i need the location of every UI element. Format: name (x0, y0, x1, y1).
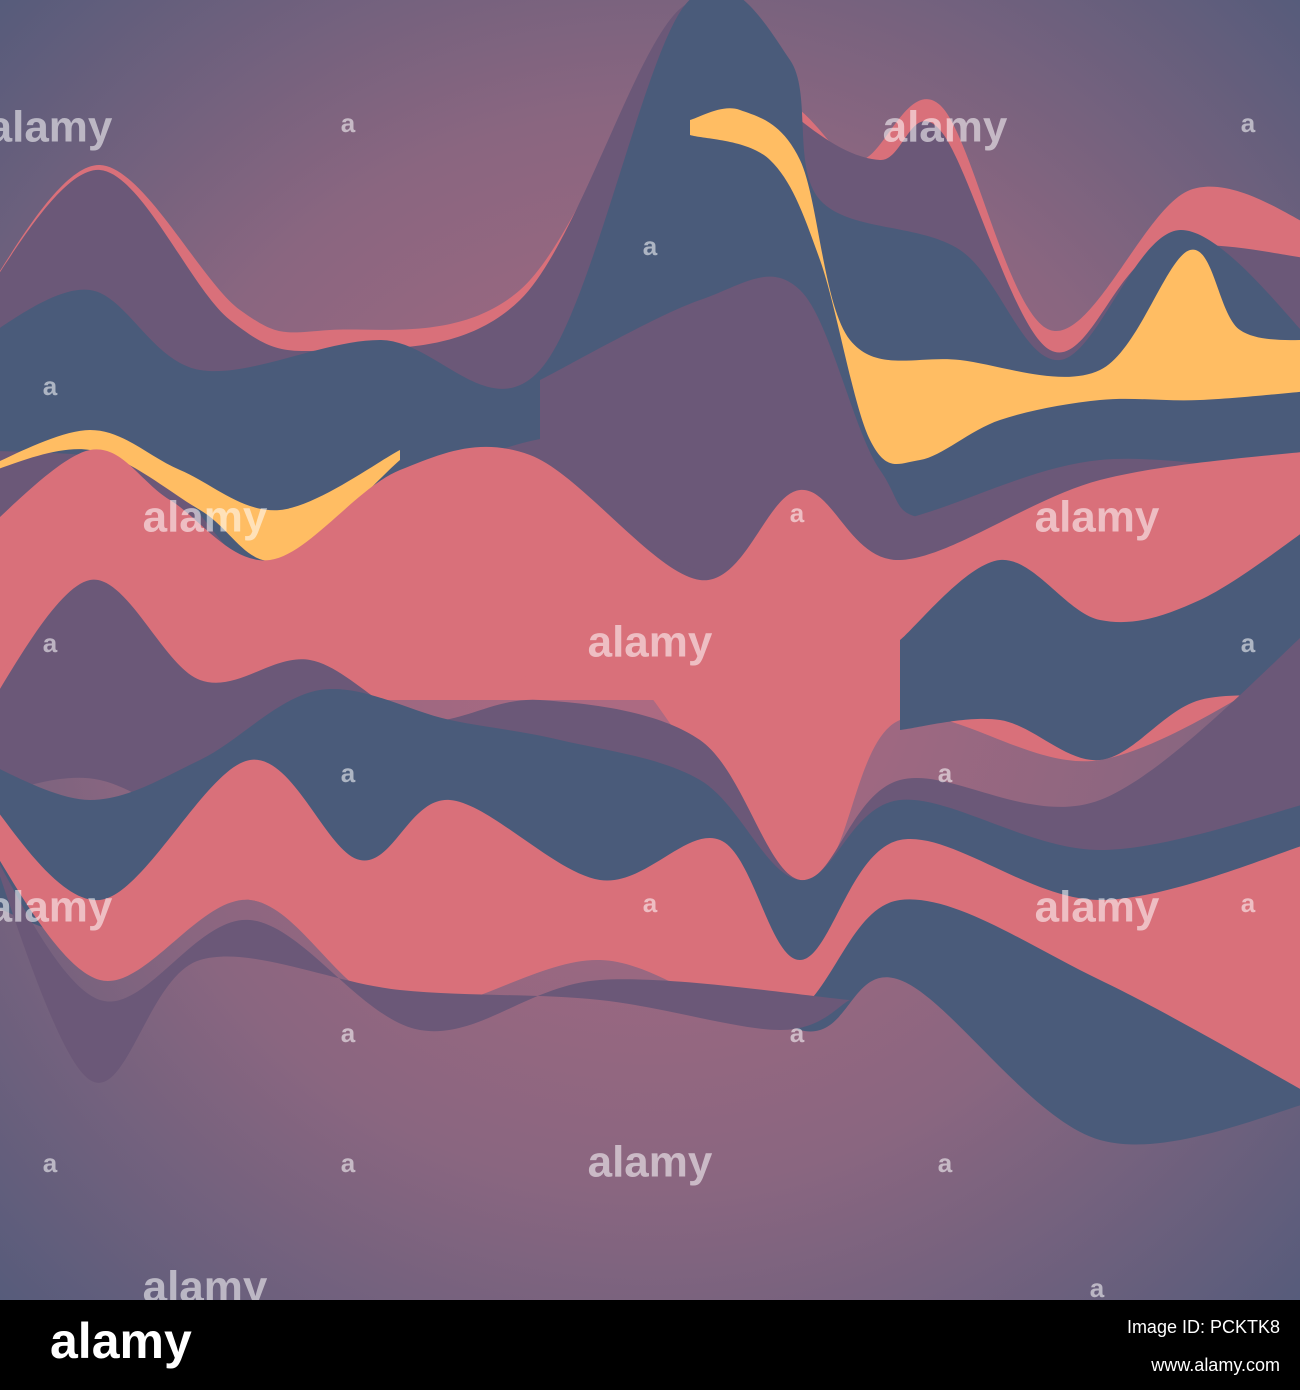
watermark: a (1241, 108, 1256, 138)
watermark: a (1241, 628, 1256, 658)
watermark: alamy (883, 103, 1008, 152)
watermark: a (43, 1148, 58, 1178)
watermark: alamy (1035, 883, 1160, 932)
watermark: alamy (588, 618, 713, 667)
watermark: alamy (0, 883, 113, 932)
wave-band (900, 534, 1300, 761)
image-id: Image ID: PCKTK8 (1127, 1317, 1280, 1337)
waves (0, 0, 1300, 1145)
watermark: a (341, 758, 356, 788)
watermark: a (341, 1148, 356, 1178)
watermark: a (1241, 888, 1256, 918)
wave-band (0, 446, 1300, 881)
watermark: a (938, 1148, 953, 1178)
wave-band (690, 108, 1300, 465)
watermark: a (938, 758, 953, 788)
watermarks: alamy a alamy a a a alamy a alamy a alamy a a a alamy a… (0, 103, 1256, 1312)
footer-logo: alamy (50, 1313, 192, 1369)
watermark: alamy (143, 493, 268, 542)
wave-band (0, 0, 1300, 580)
watermark: a (341, 1018, 356, 1048)
watermark: alamy (1035, 493, 1160, 542)
wave-band (540, 276, 1300, 575)
footer-bar (0, 1300, 1300, 1390)
watermark: a (341, 108, 356, 138)
wave-band (0, 430, 400, 562)
wave-band (0, 759, 1300, 1089)
watermark: a (790, 498, 805, 528)
watermark: a (643, 888, 658, 918)
watermark: a (790, 1018, 805, 1048)
watermark: alamy (0, 103, 113, 152)
watermark: a (1090, 1273, 1105, 1303)
watermark: a (643, 231, 658, 261)
watermark: a (43, 371, 58, 401)
wave-band (0, 864, 850, 1083)
watermark: alamy (588, 1138, 713, 1187)
watermark: a (43, 628, 58, 658)
footer-url: www.alamy.com (1150, 1355, 1280, 1375)
